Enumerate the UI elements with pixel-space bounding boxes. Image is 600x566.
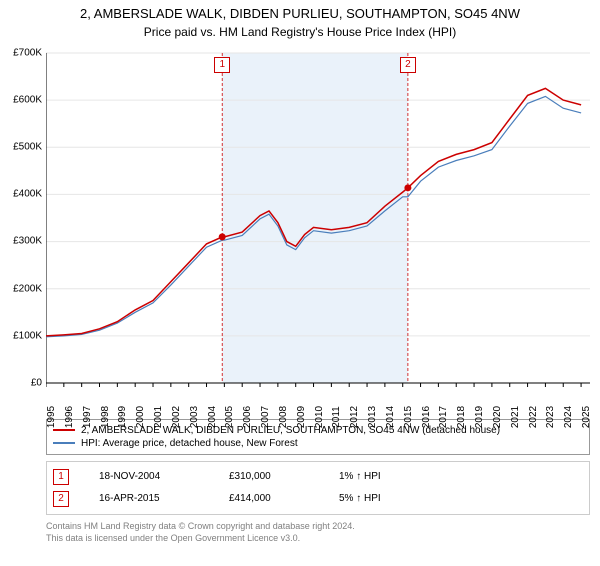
transaction-date: 16-APR-2015 <box>99 493 199 504</box>
y-tick-label: £500K <box>13 142 42 153</box>
transaction-delta: 1% ↑ HPI <box>339 471 381 482</box>
x-tick-label: 2018 <box>456 406 467 428</box>
chart-plot-area: £0£100K£200K£300K£400K£500K£600K£700K199… <box>46 43 590 413</box>
x-tick-label: 2020 <box>492 406 503 428</box>
y-tick-label: £400K <box>13 189 42 200</box>
x-tick-label: 2015 <box>403 406 414 428</box>
x-tick-label: 1999 <box>117 406 128 428</box>
y-tick-label: £600K <box>13 95 42 106</box>
chart-svg <box>46 43 590 413</box>
x-tick-label: 2003 <box>189 406 200 428</box>
x-tick-label: 2013 <box>367 406 378 428</box>
x-tick-label: 2004 <box>207 406 218 428</box>
x-tick-label: 1995 <box>46 406 57 428</box>
marker-callout: 2 <box>400 57 416 73</box>
y-tick-label: £200K <box>13 283 42 294</box>
x-tick-label: 1996 <box>64 406 75 428</box>
legend-item: HPI: Average price, detached house, New … <box>53 437 583 450</box>
footer-line-2: This data is licensed under the Open Gov… <box>46 533 590 545</box>
x-tick-label: 2006 <box>242 406 253 428</box>
transaction-price: £310,000 <box>229 471 309 482</box>
x-tick-label: 2025 <box>581 406 592 428</box>
x-tick-label: 1997 <box>82 406 93 428</box>
x-tick-label: 2016 <box>421 406 432 428</box>
x-tick-label: 2002 <box>171 406 182 428</box>
transaction-delta: 5% ↑ HPI <box>339 493 381 504</box>
marker-callout: 1 <box>214 57 230 73</box>
y-tick-label: £100K <box>13 330 42 341</box>
transaction-row: 2 16-APR-2015 £414,000 5% ↑ HPI <box>53 488 583 510</box>
x-tick-label: 2023 <box>545 406 556 428</box>
x-tick-label: 2019 <box>474 406 485 428</box>
x-tick-label: 2024 <box>563 406 574 428</box>
x-tick-label: 2001 <box>153 406 164 428</box>
chart-subtitle: Price paid vs. HM Land Registry's House … <box>0 25 600 39</box>
y-tick-label: £700K <box>13 47 42 58</box>
footer-attribution: Contains HM Land Registry data © Crown c… <box>46 521 590 544</box>
marker-dot <box>219 233 226 240</box>
chart-container: 2, AMBERSLADE WALK, DIBDEN PURLIEU, SOUT… <box>0 6 600 566</box>
marker-dot <box>404 184 411 191</box>
transactions-table: 1 18-NOV-2004 £310,000 1% ↑ HPI 2 16-APR-2015… <box>46 461 590 515</box>
legend-label: HPI: Average price, detached house, New … <box>81 438 298 449</box>
x-tick-label: 2008 <box>278 406 289 428</box>
x-tick-label: 2007 <box>260 406 271 428</box>
x-tick-label: 1998 <box>100 406 111 428</box>
transaction-badge: 1 <box>53 469 69 485</box>
x-tick-label: 2010 <box>314 406 325 428</box>
x-tick-label: 2022 <box>528 406 539 428</box>
x-tick-label: 2000 <box>135 406 146 428</box>
x-tick-label: 2017 <box>438 406 449 428</box>
footer-line-1: Contains HM Land Registry data © Crown c… <box>46 521 590 533</box>
transaction-row: 1 18-NOV-2004 £310,000 1% ↑ HPI <box>53 466 583 488</box>
x-tick-label: 2005 <box>224 406 235 428</box>
y-tick-label: £0 <box>31 377 42 388</box>
chart-title: 2, AMBERSLADE WALK, DIBDEN PURLIEU, SOUT… <box>0 6 600 23</box>
x-tick-label: 2009 <box>296 406 307 428</box>
y-tick-label: £300K <box>13 236 42 247</box>
transaction-date: 18-NOV-2004 <box>99 471 199 482</box>
legend-swatch <box>53 429 75 431</box>
legend-swatch <box>53 442 75 444</box>
x-tick-label: 2011 <box>331 406 342 428</box>
x-tick-label: 2014 <box>385 406 396 428</box>
transaction-badge: 2 <box>53 491 69 507</box>
x-tick-label: 2021 <box>510 406 521 428</box>
transaction-price: £414,000 <box>229 493 309 504</box>
x-tick-label: 2012 <box>349 406 360 428</box>
